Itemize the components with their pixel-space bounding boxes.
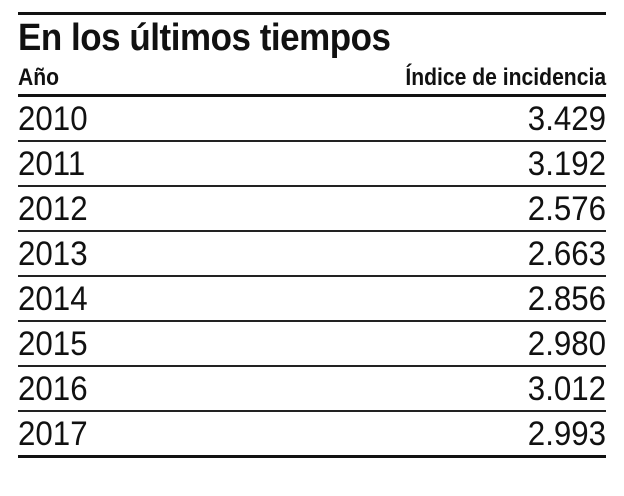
index-value-cell: 3.192 [527,145,606,183]
year-cell: 2017 [18,415,88,453]
table-row: 2014 2.856 [18,277,606,322]
table-row: 2010 3.429 [18,97,606,142]
column-header-index: Índice de incidencia [405,64,606,91]
index-value-cell: 3.429 [527,100,606,138]
index-value-cell: 2.980 [527,325,606,363]
top-rule [18,12,606,15]
column-header-year: Año [18,64,60,91]
table-row: 2016 3.012 [18,367,606,412]
index-value-cell: 2.576 [527,190,606,228]
incidence-table: En los últimos tiempos Año Índice de inc… [18,12,606,458]
year-cell: 2012 [18,190,88,228]
table-body: 2010 3.429 2011 3.192 2012 2.576 2013 2.663 2014… [18,97,606,458]
table-row: 2017 2.993 [18,412,606,458]
year-cell: 2015 [18,325,88,363]
year-cell: 2013 [18,235,88,273]
table-title: En los últimos tiempos [18,17,391,59]
table-row: 2015 2.980 [18,322,606,367]
year-cell: 2014 [18,280,88,318]
table-row: 2011 3.192 [18,142,606,187]
year-cell: 2011 [18,145,86,183]
index-value-cell: 2.663 [527,235,606,273]
index-value-cell: 2.993 [527,415,606,453]
index-value-cell: 2.856 [527,280,606,318]
index-value-cell: 3.012 [527,370,606,408]
table-header: Año Índice de incidencia [18,61,606,97]
table-row: 2013 2.663 [18,232,606,277]
year-cell: 2016 [18,370,88,408]
table-row: 2012 2.576 [18,187,606,232]
year-cell: 2010 [18,100,88,138]
